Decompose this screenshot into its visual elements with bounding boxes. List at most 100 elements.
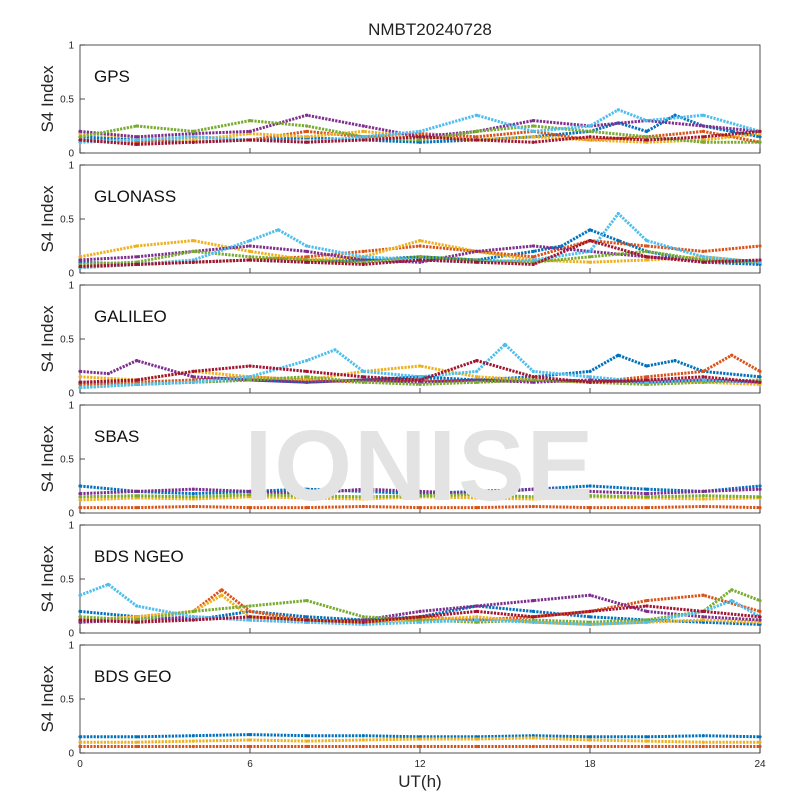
data-point (361, 734, 365, 738)
data-point (191, 375, 195, 379)
series-2-6 (78, 359, 762, 384)
data-point (531, 375, 535, 379)
data-point (588, 615, 592, 619)
data-point (78, 258, 82, 262)
data-point (305, 260, 309, 264)
data-point (135, 735, 139, 739)
data-point (135, 255, 139, 259)
y-tick-label: 0 (68, 749, 74, 760)
data-point (248, 609, 252, 614)
data-point (758, 129, 762, 133)
data-point (135, 359, 139, 363)
data-point (418, 364, 422, 368)
data-point (248, 493, 252, 497)
data-point (616, 239, 620, 243)
figure-title: NMBT20240728 (368, 20, 492, 39)
data-point (135, 244, 139, 248)
data-point (616, 108, 620, 112)
data-point (191, 609, 195, 614)
data-point (191, 140, 195, 144)
data-point (418, 506, 422, 510)
data-point (531, 249, 535, 253)
data-point (475, 380, 479, 384)
data-point (645, 744, 649, 749)
y-axis-label: S4 Index (38, 185, 57, 253)
data-point (645, 604, 649, 608)
panel-0: 0 0.5 1 S4 Index GPS (38, 41, 762, 160)
data-point (135, 615, 139, 619)
data-point (588, 375, 592, 379)
data-point (305, 249, 309, 253)
panel-4: 0 0.5 1 S4 Index BDS NGEO (38, 521, 762, 640)
data-point (78, 506, 82, 510)
y-tick-label: 1 (68, 41, 74, 52)
data-point (276, 228, 280, 232)
data-point (531, 744, 535, 749)
data-point (305, 129, 309, 133)
data-point (361, 135, 365, 139)
data-point (475, 609, 479, 614)
data-point (758, 369, 762, 373)
data-point (418, 129, 422, 133)
data-point (730, 599, 734, 603)
data-point (191, 739, 195, 743)
data-point (305, 359, 309, 363)
data-point (758, 378, 762, 382)
series-trace (79, 228, 761, 266)
data-point (78, 264, 82, 269)
panel-3: 0 0.5 1 S4 Index SBAS (38, 401, 762, 520)
data-point (191, 249, 195, 253)
y-axis-label: S4 Index (38, 545, 57, 613)
data-point (191, 380, 195, 384)
data-point (78, 609, 82, 614)
data-point (730, 353, 734, 357)
data-point (645, 487, 649, 491)
data-point (191, 734, 195, 738)
x-tick-label: 0 (77, 759, 83, 770)
data-point (305, 739, 309, 743)
data-point (361, 615, 365, 619)
data-point (701, 494, 705, 498)
data-point (673, 359, 677, 363)
y-tick-label: 0.5 (60, 215, 74, 226)
data-point (78, 495, 82, 499)
x-tick-label: 24 (754, 759, 766, 770)
data-point (588, 622, 592, 627)
panel-label: GALILEO (94, 307, 167, 326)
data-point (616, 212, 620, 216)
y-tick-label: 0.5 (60, 95, 74, 106)
panel-frame (79, 524, 761, 634)
data-point (701, 744, 705, 749)
data-point (701, 593, 705, 597)
data-point (531, 504, 535, 509)
data-point (645, 375, 649, 379)
data-point (645, 495, 649, 499)
data-point (418, 375, 422, 379)
data-point (758, 140, 762, 144)
data-point (305, 744, 309, 749)
data-point (135, 489, 139, 493)
y-axis-label: S4 Index (38, 305, 57, 373)
data-point (616, 353, 620, 357)
panel-frame (79, 164, 761, 274)
data-point (78, 129, 82, 133)
data-point (531, 258, 535, 262)
y-tick-label: 0 (68, 629, 74, 640)
data-point (248, 744, 252, 749)
data-point (475, 135, 479, 139)
data-point (701, 369, 705, 373)
data-point (333, 348, 337, 352)
data-point (645, 258, 649, 262)
data-point (418, 382, 422, 386)
data-point (588, 228, 592, 232)
data-point (588, 124, 592, 128)
data-point (305, 487, 309, 491)
data-point (361, 249, 365, 253)
data-point (701, 497, 705, 501)
data-point (248, 119, 252, 123)
data-point (588, 609, 592, 614)
data-point (361, 738, 365, 742)
data-point (531, 615, 535, 619)
data-point (191, 260, 195, 264)
